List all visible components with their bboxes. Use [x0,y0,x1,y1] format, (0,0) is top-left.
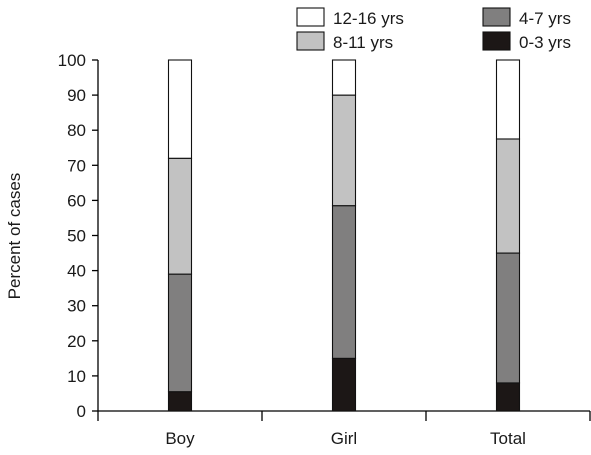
bar-segment-total-8-11-yrs [495,138,521,254]
x-axis: Boy Girl Total [97,410,591,448]
legend-swatch [296,31,325,51]
bar-stack-girl [331,59,357,412]
legend-item-4-7-yrs: 4-7 yrs [482,7,571,28]
bar-segment-boy-0-3-yrs [167,391,193,412]
bar-segment-total-12-16-yrs [495,59,521,140]
legend-swatch [482,7,511,27]
bar-segment-girl-4-7-yrs [331,205,357,359]
x-tick-label-boy: Boy [165,429,195,448]
y-tick-label: 70 [67,156,86,175]
y-tick-label: 100 [58,51,86,70]
y-tick-label: 50 [67,227,86,246]
y-axis-label: Percent of cases [5,173,24,300]
y-tick-label: 10 [67,367,86,386]
y-tick-label: 80 [67,121,86,140]
bar-stack-boy [167,59,193,412]
legend-item-8-11-yrs: 8-11 yrs [296,31,393,52]
legend-label: 8-11 yrs [333,33,393,52]
bar-stack-total [495,59,521,412]
bars [167,59,521,412]
y-tick-label: 0 [77,402,86,421]
legend-swatch [482,31,511,51]
bar-segment-boy-8-11-yrs [167,157,193,275]
bar-segment-total-4-7-yrs [495,252,521,384]
y-tick-label: 60 [67,191,86,210]
legend: 12-16 yrs 4-7 yrs 8-11 yrs 0-3 yrs [296,7,571,52]
legend-swatch [296,7,325,27]
legend-item-12-16-yrs: 12-16 yrs [296,7,404,28]
legend-item-0-3-yrs: 0-3 yrs [482,31,571,52]
bar-segment-girl-0-3-yrs [331,357,357,412]
legend-label: 0-3 yrs [519,33,571,52]
bar-segment-boy-4-7-yrs [167,273,193,393]
legend-label: 12-16 yrs [333,9,404,28]
bar-segment-girl-12-16-yrs [331,59,357,96]
y-tick-label: 90 [67,86,86,105]
bar-segment-boy-12-16-yrs [167,59,193,159]
legend-label: 4-7 yrs [519,9,571,28]
y-axis: 0 10 20 30 40 50 60 70 80 90 100 [58,51,99,421]
x-tick-label-girl: Girl [331,429,357,448]
bar-segment-girl-8-11-yrs [331,94,357,207]
bar-segment-total-0-3-yrs [495,382,521,412]
y-tick-label: 40 [67,262,86,281]
y-tick-label: 30 [67,297,86,316]
x-tick-label-total: Total [490,429,526,448]
y-tick-label: 20 [67,332,86,351]
